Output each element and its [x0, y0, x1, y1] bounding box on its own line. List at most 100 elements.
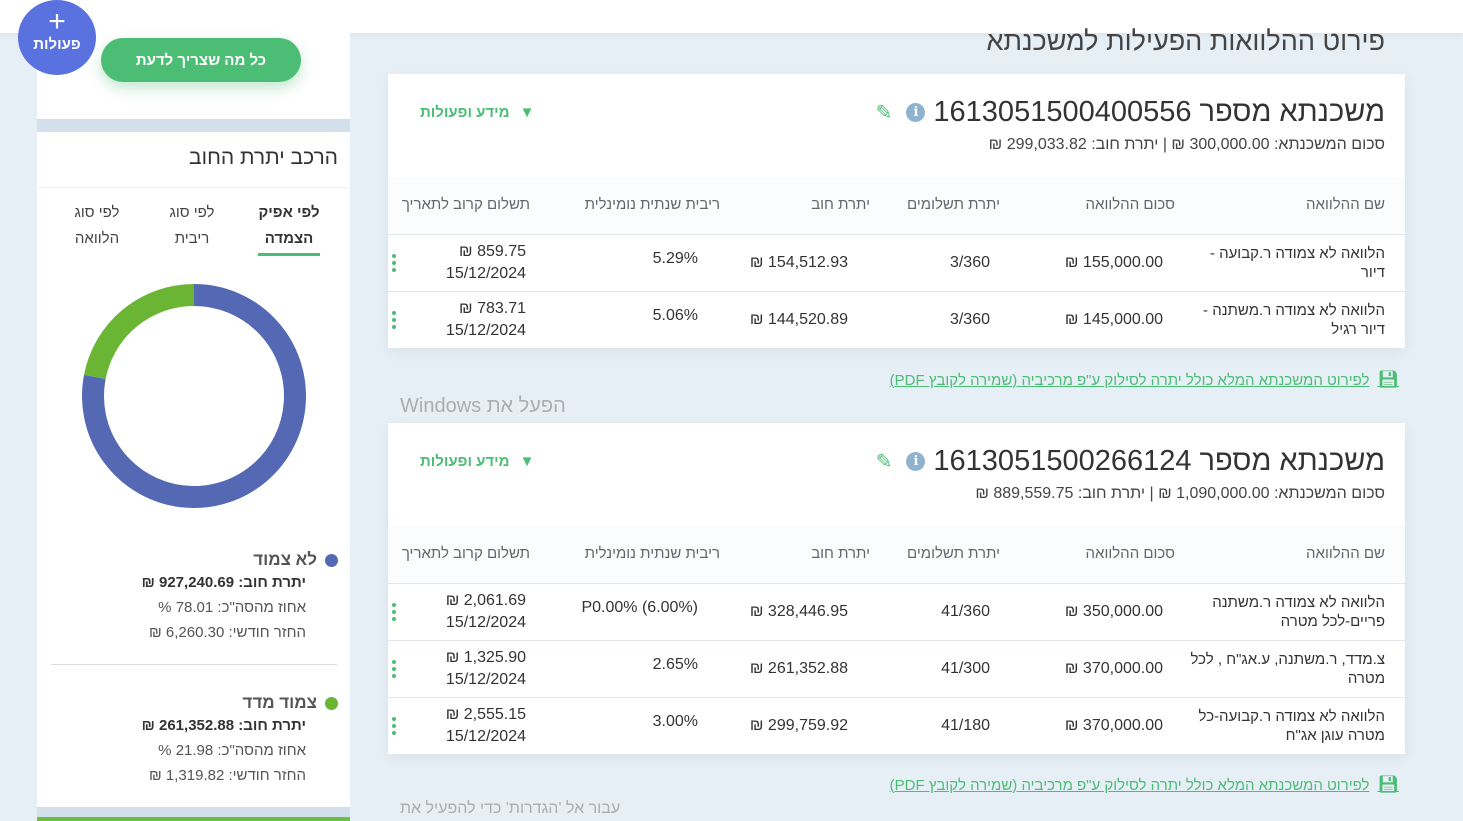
- remaining-payments: 3/360: [870, 233, 1000, 291]
- remaining-debt: 328,446.95 ₪: [720, 582, 870, 640]
- mortgage-number: משכנתא מספר 1613051500266124: [933, 445, 1385, 477]
- mortgage-header: משכנתא מספר 1613051500266124 i ✎ סכום המשכ…: [388, 423, 1405, 526]
- loan-name: הלוואה לא צמודה ר.קבועה - דיור: [1175, 233, 1405, 291]
- pct-label: אחוז מהסה"כ:: [217, 742, 306, 759]
- row-menu-kebab-icon[interactable]: [388, 310, 400, 329]
- column-header: תשלום קרוב לתאריך: [400, 526, 540, 583]
- payment-amount: 859.75 ₪: [459, 242, 526, 260]
- remaining-debt: 299,759.92 ₪: [720, 696, 870, 754]
- mortgage-card: משכנתא מספר 1613051500400556 i ✎ סכום המשכ…: [388, 74, 1405, 348]
- green-bar: [37, 817, 350, 821]
- next-payment: 2,061.69 ₪ 15/12/2024: [400, 582, 540, 640]
- monthly-label: החזר חודשי:: [228, 624, 306, 641]
- column-header: יתרת חוב: [720, 177, 870, 234]
- info-icon[interactable]: i: [906, 103, 926, 122]
- remaining-payments: 41/300: [870, 639, 1000, 697]
- row-menu-cell: [388, 639, 400, 697]
- legend-color-dot: [325, 696, 338, 710]
- caret-down-icon: ▼: [519, 453, 535, 470]
- payment-amount: 1,325.90 ₪: [445, 648, 526, 666]
- column-header: יתרת חוב: [720, 526, 870, 583]
- remaining-debt: 144,520.89 ₪: [720, 290, 870, 348]
- table-row: צ.מדד, ר.משתנה, ע.אג"ח , לכל מטרה 370,00…: [388, 639, 1405, 697]
- table-header: שם ההלוואה סכום ההלוואה יתרת תשלומים יתרת ח…: [388, 526, 1405, 583]
- remaining-payments: 3/360: [870, 290, 1000, 348]
- payment-date: 15/12/2024: [445, 613, 526, 631]
- payment-date: 15/12/2024: [445, 264, 526, 282]
- monthly-value: 1,319.82 ₪: [149, 767, 225, 784]
- legend-item-cpi-linked: צמוד מדד יתרת חוב: 261,352.88 ₪ אחוז מהס…: [48, 693, 338, 788]
- top-bar: [0, 0, 1463, 33]
- loan-amount: 145,000.00 ₪: [1000, 290, 1175, 348]
- row-menu-cell: [388, 582, 400, 640]
- row-menu-kebab-icon[interactable]: [388, 253, 400, 272]
- debt-composition-panel: הרכב יתרת החוב לפי אפיק הצמדה לפי סוג ריבי…: [37, 132, 350, 807]
- donut-slice-unlinked: [82, 284, 306, 508]
- interest-rate: 2.65%: [540, 639, 720, 697]
- column-header: תשלום קרוב לתאריך: [400, 177, 540, 234]
- next-payment: 783.71 ₪ 15/12/2024: [400, 290, 540, 348]
- loan-amount: 370,000.00 ₪: [1000, 639, 1175, 697]
- tab-label: לפי סוג: [74, 204, 120, 221]
- tab-label: הצמדה: [258, 226, 320, 256]
- column-header: יתרת תשלומים: [870, 177, 1000, 234]
- full-details-pdf-link[interactable]: 💾︎ לפירוט המשכנתא המלא כולל יתרה לסילוק ע…: [890, 370, 1399, 390]
- next-payment: 1,325.90 ₪ 15/12/2024: [400, 639, 540, 697]
- tab-by-loan-type[interactable]: לפי סוג הלוואה: [62, 200, 132, 252]
- plus-icon: +: [48, 5, 66, 38]
- tab-by-linkage[interactable]: לפי אפיק הצמדה: [258, 200, 320, 256]
- info-icon[interactable]: i: [906, 452, 926, 471]
- tab-label: לפי אפיק: [258, 204, 320, 221]
- loan-amount: 370,000.00 ₪: [1000, 696, 1175, 754]
- legend-item-unlinked: לא צמוד יתרת חוב: 927,240.69 ₪ אחוז מהסה…: [48, 550, 338, 645]
- monthly-value: 6,260.30 ₪: [149, 624, 225, 641]
- actions-fab-button[interactable]: + פעולות: [18, 0, 96, 75]
- next-payment: 2,555.15 ₪ 15/12/2024: [400, 696, 540, 754]
- monthly-label: החזר חודשי:: [228, 767, 306, 784]
- table-row: הלוואה לא צמודה ר.קבועה - דיור 155,000.0…: [388, 233, 1405, 291]
- row-menu-cell: [388, 696, 400, 754]
- breakdown-tabs: לפי אפיק הצמדה לפי סוג ריבית לפי סוג הלוואה: [37, 200, 350, 260]
- pct-value: 78.01 %: [158, 599, 214, 616]
- edit-pencil-icon[interactable]: ✎: [875, 451, 893, 473]
- interest-rate: 5.29%: [540, 233, 720, 291]
- row-menu-cell: [388, 233, 400, 291]
- table-row: הלוואה לא צמודה ר.משתנה - דיור רגיל 145,…: [388, 290, 1405, 348]
- loan-amount: 155,000.00 ₪: [1000, 233, 1175, 291]
- interest-rate: P0.00% (6.00%): [540, 582, 720, 640]
- remaining-payments: 41/360: [870, 582, 1000, 640]
- table-row: הלוואה לא צמודה ר.קבועה-כל מטרה עוגן אג"…: [388, 696, 1405, 754]
- save-floppy-icon: 💾︎: [1377, 370, 1399, 389]
- mortgage-summary: סכום המשכנתא: 300,000.00 ₪ | יתרת חוב: 2…: [988, 136, 1385, 153]
- everything-to-know-button[interactable]: כל מה שצריך לדעת: [101, 38, 301, 82]
- info-actions-dropdown[interactable]: ▼ מידע ופעולות: [420, 453, 534, 470]
- tab-label: לפי סוג: [169, 204, 215, 221]
- row-menu-cell: [388, 290, 400, 348]
- actions-label: פעולות: [33, 36, 81, 53]
- info-actions-dropdown[interactable]: ▼ מידע ופעולות: [420, 104, 534, 121]
- row-menu-kebab-icon[interactable]: [388, 659, 400, 678]
- windows-watermark-sub: עבור אל 'הגדרות' כדי להפעיל את: [400, 800, 621, 817]
- row-menu-kebab-icon[interactable]: [388, 602, 400, 621]
- column-header-empty: [388, 177, 400, 234]
- row-menu-kebab-icon[interactable]: [388, 716, 400, 735]
- divider: [51, 664, 337, 665]
- column-header: יתרת תשלומים: [870, 526, 1000, 583]
- legend-color-dot: [325, 553, 338, 567]
- mortgage-header: משכנתא מספר 1613051500400556 i ✎ סכום המשכ…: [388, 74, 1405, 177]
- debt-label: יתרת חוב:: [238, 574, 306, 591]
- edit-pencil-icon[interactable]: ✎: [875, 102, 893, 124]
- mortgage-card: משכנתא מספר 1613051500266124 i ✎ סכום המשכ…: [388, 423, 1405, 754]
- page-title: פירוט ההלוואות הפעילות למשכנתא: [986, 26, 1385, 56]
- pct-value: 21.98 %: [158, 742, 214, 759]
- payment-amount: 783.71 ₪: [459, 299, 526, 317]
- column-header: ריבית שנתית נומינלית: [540, 177, 720, 234]
- column-header: שם ההלוואה: [1175, 526, 1405, 583]
- interest-rate: 3.00%: [540, 696, 720, 754]
- pdf-link-text: לפירוט המשכנתא המלא כולל יתרה לסילוק ע"פ…: [889, 776, 1370, 794]
- loan-amount: 350,000.00 ₪: [1000, 582, 1175, 640]
- tab-by-interest-type[interactable]: לפי סוג ריבית: [162, 200, 222, 252]
- next-payment: 859.75 ₪ 15/12/2024: [400, 233, 540, 291]
- full-details-pdf-link[interactable]: 💾︎ לפירוט המשכנתא המלא כולל יתרה לסילוק ע…: [890, 775, 1399, 795]
- donut-slice-cpi-linked: [84, 284, 195, 380]
